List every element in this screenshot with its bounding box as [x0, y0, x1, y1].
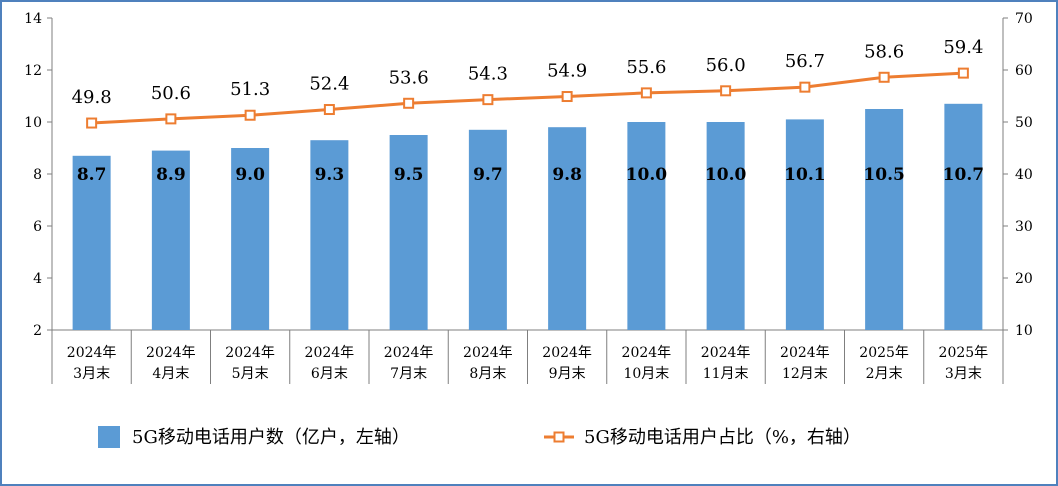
line-value-label: 59.4: [943, 37, 983, 58]
bar-value-label: 10.0: [626, 165, 668, 185]
line-point: [878, 71, 890, 83]
x-tick-label-year: 2025年: [939, 345, 989, 361]
y-left-tick-label: 14: [24, 11, 42, 27]
x-tick-label-year: 2024年: [67, 345, 117, 361]
bar-value-label: 8.7: [77, 165, 107, 185]
legend-bar-label: 5G移动电话用户数（亿户，左轴）: [132, 427, 410, 448]
line-value-label: 52.4: [309, 74, 349, 95]
line-value-label: 49.8: [72, 87, 112, 108]
line-value-label: 53.6: [389, 67, 429, 88]
legend-bar-swatch: [98, 426, 120, 448]
bar: [151, 150, 190, 330]
x-tick-label-month: 8月末: [469, 366, 506, 382]
y-left-tick-label: 6: [33, 219, 42, 235]
line-value-label: 55.6: [626, 57, 666, 78]
line-value-label: 54.3: [468, 64, 508, 85]
x-tick-label-month: 9月末: [549, 366, 586, 382]
bar-value-label: 10.1: [784, 165, 825, 185]
line-point: [799, 81, 811, 93]
x-tick-label-year: 2024年: [780, 345, 830, 361]
line-point: [165, 113, 177, 125]
x-tick-label-month: 10月末: [623, 366, 669, 382]
line-point: [561, 91, 573, 103]
y-right-tick-label: 70: [1015, 11, 1033, 27]
bar: [865, 109, 904, 330]
x-tick-label-year: 2024年: [225, 345, 275, 361]
bar: [627, 122, 666, 330]
bar: [389, 135, 428, 330]
bar-value-label: 9.3: [315, 165, 345, 185]
y-left-tick-label: 4: [33, 271, 42, 287]
line-series: [91, 71, 964, 125]
legend-line-label: 5G移动电话用户占比（%，右轴）: [584, 427, 861, 448]
line-point: [323, 104, 335, 116]
x-tick-label-month: 3月末: [73, 366, 110, 382]
x-tick-label-month: 3月末: [945, 366, 982, 382]
bar: [548, 127, 587, 330]
line-point: [244, 109, 256, 121]
line-value-label: 56.0: [706, 55, 746, 76]
line-value-label: 58.6: [864, 41, 904, 62]
line-value-label: 56.7: [785, 51, 825, 72]
x-tick-label-year: 2024年: [542, 345, 592, 361]
x-tick-label-month: 11月末: [703, 366, 749, 382]
bar-value-label: 9.5: [394, 165, 424, 185]
x-tick-label-year: 2024年: [701, 345, 751, 361]
x-tick-label-year: 2025年: [859, 345, 909, 361]
x-tick-label-year: 2024年: [384, 345, 434, 361]
bar: [706, 122, 745, 330]
y-right-tick-label: 40: [1015, 167, 1033, 183]
y-right-tick-label: 30: [1015, 219, 1033, 235]
y-right-tick-label: 50: [1015, 115, 1033, 131]
line-point: [720, 85, 732, 97]
line-point: [482, 94, 494, 106]
x-tick-label-year: 2024年: [463, 345, 513, 361]
bar: [72, 155, 111, 330]
bar: [310, 140, 349, 330]
x-tick-label-month: 5月末: [232, 366, 269, 382]
line-value-label: 54.9: [547, 61, 587, 82]
legend-line-marker: [553, 431, 565, 443]
line-value-label: 51.3: [230, 79, 270, 100]
bar: [785, 119, 824, 331]
bar: [231, 148, 270, 330]
x-tick-label-month: 6月末: [311, 366, 348, 382]
bar-value-label: 10.5: [863, 165, 904, 185]
bar-value-label: 8.9: [156, 165, 186, 185]
bar: [468, 129, 507, 330]
x-tick-label-month: 7月末: [390, 366, 427, 382]
line-point: [86, 117, 98, 129]
y-left-tick-label: 2: [33, 323, 42, 339]
y-right-tick-label: 60: [1015, 63, 1033, 79]
bar-value-label: 9.8: [552, 165, 582, 185]
x-tick-label-month: 4月末: [152, 366, 189, 382]
x-tick-label-year: 2024年: [622, 345, 672, 361]
y-right-tick-label: 20: [1015, 271, 1033, 287]
line-value-label: 50.6: [151, 83, 191, 104]
x-tick-label-year: 2024年: [305, 345, 355, 361]
line-point: [640, 87, 652, 99]
line-point: [957, 67, 969, 79]
y-left-tick-label: 12: [24, 63, 42, 79]
line-point: [403, 97, 415, 109]
bar-value-label: 9.7: [473, 165, 503, 185]
y-right-tick-label: 10: [1015, 323, 1033, 339]
x-tick-label-month: 2月末: [866, 366, 903, 382]
y-left-tick-label: 10: [24, 115, 42, 131]
bar-value-label: 10.7: [943, 165, 984, 185]
x-tick-label-year: 2024年: [146, 345, 196, 361]
bar-value-label: 10.0: [705, 165, 747, 185]
bar: [944, 103, 983, 330]
y-left-tick-label: 8: [33, 167, 42, 183]
x-tick-label-month: 12月末: [782, 366, 828, 382]
bar-value-label: 9.0: [235, 165, 265, 185]
